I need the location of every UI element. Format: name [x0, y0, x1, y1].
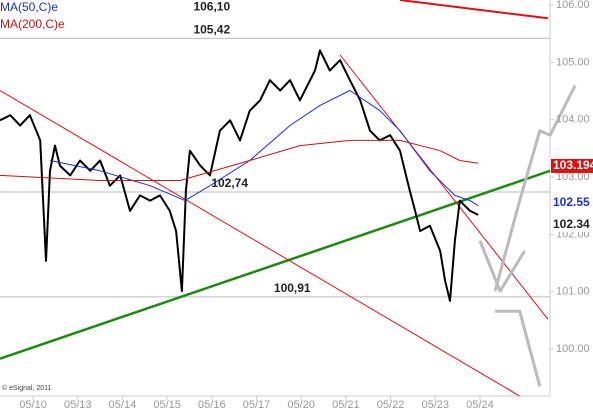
x-tick-label: 05/10 [19, 399, 47, 411]
price-tag-label: 103.194 [553, 158, 593, 172]
x-tick-label: 05/15 [153, 399, 181, 411]
y-tick-label: 100.00 [556, 343, 590, 355]
y-tick-label: 105.00 [556, 56, 590, 68]
trend-line [495, 309, 542, 387]
y-tick-label: 103.00 [556, 171, 590, 183]
price-line [0, 139, 479, 181]
x-tick-label: 05/17 [243, 399, 271, 411]
level-label: 100,91 [274, 281, 311, 295]
x-tick-label: 05/13 [64, 399, 92, 411]
plot-area [0, 0, 550, 396]
x-tick-label: 05/14 [109, 399, 137, 411]
x-tick-label: 05/24 [466, 399, 494, 411]
trend-line [399, 0, 549, 20]
trend-line [478, 240, 526, 293]
price-tag [551, 158, 593, 173]
x-tick-label: 05/22 [377, 399, 405, 411]
y-tick-label: 104.00 [556, 114, 590, 126]
y-tick-label: 101.00 [556, 286, 590, 298]
x-tick-label: 05/23 [421, 399, 449, 411]
level-label: 105,42 [193, 23, 230, 37]
price-tag [551, 217, 593, 232]
drawings [478, 84, 577, 387]
trend-line [0, 90, 520, 396]
x-tick-label: 05/21 [332, 399, 360, 411]
x-tick-label: 05/16 [198, 399, 226, 411]
trend-line [493, 84, 577, 292]
legend-entry: MA(50,C)e [0, 0, 58, 14]
legend-entry: MA(200,C)e [0, 17, 65, 31]
level-label: 106,10 [193, 0, 230, 14]
price-tag-label: 102.55 [553, 195, 590, 209]
x-tick-label: 05/20 [287, 399, 315, 411]
price-line [0, 49, 479, 302]
copyright: © eSignal, 2011 [2, 384, 52, 392]
price-line [49, 90, 479, 207]
y-tick-label: 106.00 [556, 0, 590, 11]
trend-line [339, 54, 549, 320]
price-tag-label: 102.34 [553, 217, 590, 231]
trend-line [0, 169, 550, 360]
price-tag [551, 195, 593, 210]
level-label: 102,74 [211, 176, 248, 190]
